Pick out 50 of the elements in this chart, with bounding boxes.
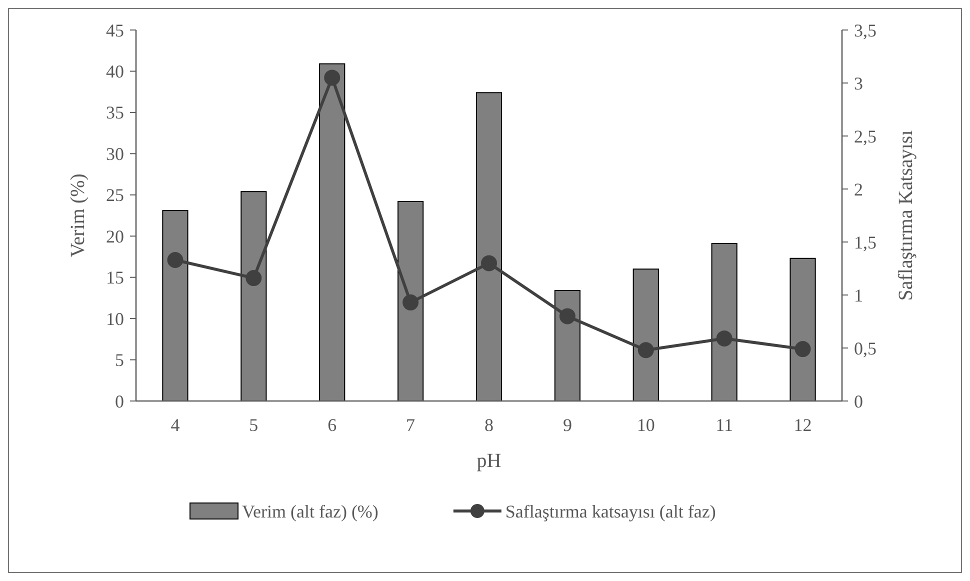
point	[638, 342, 654, 358]
y-tick-label: 30	[106, 144, 124, 164]
point	[167, 252, 184, 268]
bar	[476, 92, 502, 402]
y-tick-label: 20	[106, 226, 124, 246]
bar	[162, 210, 188, 402]
x-tick-label: 4	[170, 415, 180, 435]
x-tick-label: 8	[484, 415, 494, 435]
x-tick-label: 12	[794, 415, 812, 435]
y2-tick-label: 2	[854, 179, 863, 200]
y2-tick-label: 0	[854, 391, 863, 412]
y-tick-label: 25	[106, 185, 124, 206]
y-tick-label: 45	[106, 20, 124, 40]
point	[794, 341, 811, 358]
y-tick-label: 0	[115, 391, 124, 412]
legend-label: Verim (alt faz) (%)	[242, 501, 378, 522]
y2-tick-label: 0,5	[854, 338, 876, 358]
point	[559, 308, 576, 324]
x-tick-label: 10	[636, 415, 655, 435]
y-tick-label: 5	[115, 350, 124, 370]
y-tick-label: 10	[106, 308, 124, 329]
bar	[711, 243, 738, 402]
x-tick-label: 5	[249, 415, 258, 435]
bar	[790, 258, 816, 402]
y-tick-label: 35	[106, 102, 124, 123]
y-tick-label: 15	[106, 268, 124, 288]
point	[716, 330, 732, 346]
x-axis-title: pH	[476, 450, 502, 472]
x-tick-label: 9	[562, 415, 572, 435]
bar	[554, 290, 580, 402]
bar	[240, 191, 267, 402]
y2-axis-title: Saflaştırma Katsayısı	[895, 130, 917, 301]
bar	[632, 268, 659, 402]
x-tick-label: 6	[328, 415, 337, 435]
y2-tick-label: 1,5	[854, 232, 876, 252]
x-tick-label: 11	[716, 415, 734, 435]
y2-tick-label: 3,5	[854, 20, 876, 40]
point	[246, 270, 262, 286]
point	[481, 255, 497, 272]
y2-tick-label: 1	[854, 285, 863, 306]
x-tick-label: 7	[406, 415, 416, 435]
legend-label: Saflaştırma katsayısı (alt faz)	[505, 501, 716, 522]
y-axis-title: Verim (%)	[67, 174, 89, 258]
point	[402, 294, 419, 310]
y2-tick-label: 3	[854, 73, 863, 94]
y-tick-label: 40	[106, 62, 124, 82]
bar	[319, 63, 346, 402]
bar	[398, 200, 424, 402]
y2-tick-label: 2,5	[854, 126, 876, 146]
point	[324, 70, 340, 86]
